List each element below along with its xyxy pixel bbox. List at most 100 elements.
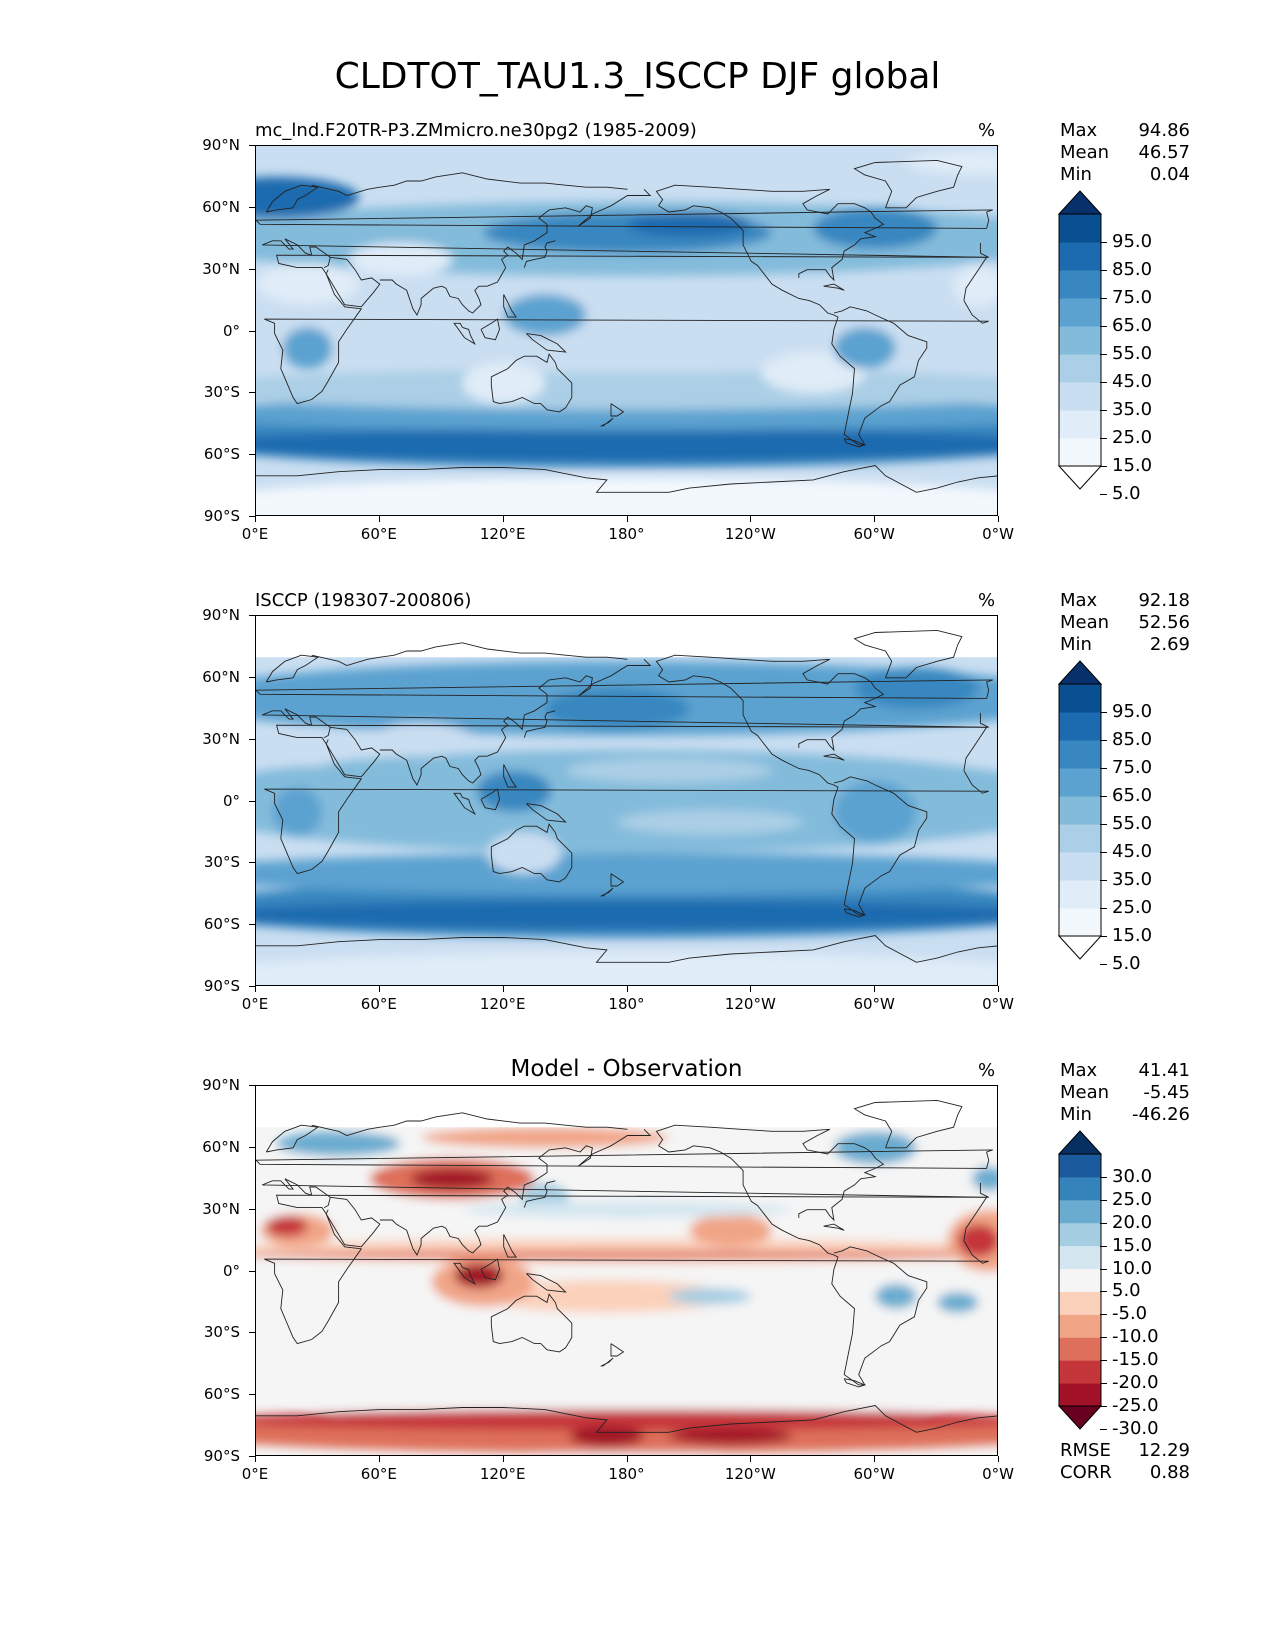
- field-contour: [854, 667, 979, 709]
- field-contour: [487, 832, 562, 874]
- field-contour: [256, 1409, 997, 1431]
- stats-box: Max 92.18 Mean 52.56 Min 2.69: [1060, 590, 1190, 656]
- coastline: [658, 205, 928, 446]
- diff-map: [255, 1085, 998, 1456]
- diff-panel: Model - Observation % 90°N 60°N 30°N 0° 30°S…: [0, 1056, 1275, 1520]
- colorbar-tick: [1100, 270, 1107, 271]
- colorbar-extend-min: [1058, 465, 1102, 490]
- colorbar-tick: [1100, 326, 1107, 327]
- colorbar-tick: [1100, 438, 1107, 439]
- colorbar-band: [1059, 1268, 1101, 1292]
- colorbar-band: [1059, 796, 1101, 825]
- missing-data-region: [256, 1086, 997, 1128]
- lat-tick: [249, 392, 255, 394]
- colorbar-tick-label: 95.0: [1112, 701, 1153, 722]
- colorbar-tick-label: 45.0: [1112, 841, 1153, 862]
- colorbar-tick-label: 85.0: [1112, 729, 1153, 750]
- field-contour: [256, 1250, 997, 1260]
- coastline: [853, 629, 963, 679]
- colorbar-tick-label: 75.0: [1112, 757, 1153, 778]
- colorbar-band: [1059, 1199, 1101, 1224]
- colorbar: [1058, 660, 1102, 960]
- field-contour: [937, 1292, 979, 1313]
- lon-tick: [255, 1456, 256, 1462]
- colorbar-tick-label: 20.0: [1112, 1211, 1153, 1233]
- lon-tick-label: 60°W: [853, 1465, 895, 1483]
- colorbar-band: [1059, 1337, 1101, 1361]
- coastline: [256, 679, 993, 699]
- colorbar-band: [1059, 1360, 1101, 1384]
- coastline: [265, 184, 320, 213]
- lon-tick-label: 120°W: [724, 1465, 776, 1483]
- coastline: [526, 1273, 567, 1293]
- max-value: 92.18: [1138, 590, 1190, 611]
- field-contour: [565, 758, 772, 783]
- colorbar-tick: [1100, 936, 1107, 937]
- colorbar-band: [1059, 382, 1101, 411]
- colorbar-tick-label: -20.0: [1112, 1372, 1159, 1394]
- colorbar-tick-label: 35.0: [1112, 399, 1153, 420]
- colorbar-band: [1059, 852, 1101, 881]
- lon-tick: [378, 1456, 380, 1462]
- lat-tick: [249, 800, 255, 802]
- field-contour: [454, 1263, 504, 1288]
- lon-tick-label: 120°W: [724, 525, 776, 543]
- coastline: [523, 710, 556, 738]
- colorbar-band: [1059, 824, 1101, 853]
- coastline: [823, 1223, 845, 1231]
- colorbar-tick: [1100, 298, 1107, 299]
- colorbar-band: [1059, 326, 1101, 355]
- lon-tick-label: 0°E: [241, 525, 269, 543]
- colorbar-tick: [1100, 712, 1107, 713]
- field-contour: [833, 780, 917, 843]
- colorbar-band: [1059, 270, 1101, 299]
- colorbar-band: [1059, 214, 1101, 243]
- lat-tick-label: 90°N: [202, 606, 240, 624]
- rmse-value: 12.29: [1138, 1440, 1190, 1461]
- lon-tick: [998, 516, 999, 522]
- coastline: [658, 675, 928, 916]
- coastline: [490, 353, 573, 413]
- lon-tick: [502, 986, 504, 992]
- colorbar-tick-label: 15.0: [1112, 925, 1153, 946]
- field-contour: [957, 1224, 997, 1258]
- coastline: [655, 654, 885, 752]
- field-contour: [569, 1426, 645, 1447]
- lon-tick: [255, 986, 256, 992]
- lat-tick-label: 0°: [222, 321, 240, 340]
- lon-tick: [998, 1456, 999, 1462]
- colorbar-tick: [1100, 354, 1107, 355]
- field-contour: [627, 211, 752, 237]
- field-contour: [544, 688, 690, 730]
- lon-tick-label: 120°E: [479, 1465, 526, 1483]
- lat-tick-label: 60°N: [202, 197, 240, 216]
- lat-tick-label: 60°S: [203, 1385, 240, 1404]
- coastline: [262, 708, 989, 739]
- lat-tick-label: 30°S: [203, 1323, 240, 1342]
- lon-tick: [626, 986, 628, 992]
- colorbar-band: [1059, 1222, 1101, 1247]
- colorbar-tick: [1100, 880, 1107, 881]
- colorbar-tick-label: -10.0: [1112, 1326, 1159, 1348]
- coastline: [526, 803, 567, 823]
- coastline: [453, 322, 476, 346]
- colorbar-tick: [1100, 1176, 1107, 1178]
- coastline: [262, 1178, 989, 1209]
- colorbar-tick: [1100, 768, 1107, 769]
- lon-tick: [750, 986, 752, 992]
- colorbar-tick: [1100, 908, 1107, 909]
- colorbar-tick: [1100, 824, 1107, 825]
- field-contour: [875, 1283, 917, 1309]
- lat-tick: [249, 1394, 255, 1396]
- lon-tick: [502, 516, 504, 522]
- field-contour: [256, 853, 997, 895]
- stats-box: Max 41.41 Mean -5.45 Min -46.26: [1060, 1060, 1190, 1126]
- lat-tick-label: 60°N: [202, 667, 240, 686]
- colorbar-band: [1059, 410, 1101, 439]
- field-contour: [276, 1131, 401, 1157]
- field-contour: [266, 1215, 308, 1237]
- lon-tick: [750, 516, 752, 522]
- colorbar-tick: [1100, 796, 1107, 797]
- lon-tick-label: 60°W: [853, 525, 895, 543]
- colorbar-tick-label: 10.0: [1112, 1257, 1153, 1279]
